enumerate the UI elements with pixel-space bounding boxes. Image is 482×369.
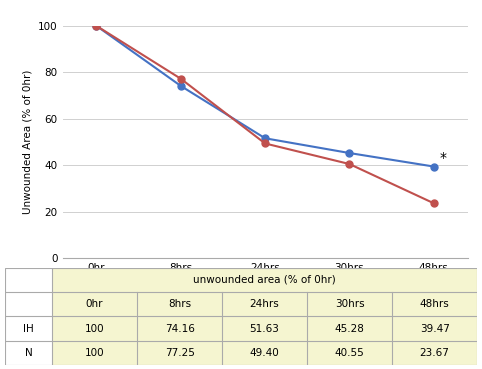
Text: 30hrs: 30hrs <box>335 299 364 309</box>
IH <box>262 136 268 141</box>
Text: 40.55: 40.55 <box>335 348 364 358</box>
Y-axis label: Unwounded Area (% of 0hr): Unwounded Area (% of 0hr) <box>23 70 33 214</box>
Bar <box>5 268 52 365</box>
Text: *: * <box>440 151 447 165</box>
N <box>94 24 99 28</box>
Text: 45.28: 45.28 <box>335 324 364 334</box>
Text: IH: IH <box>23 324 34 334</box>
Text: 51.63: 51.63 <box>250 324 280 334</box>
Line: IH: IH <box>93 23 437 170</box>
IH <box>178 84 184 88</box>
IH <box>347 151 352 155</box>
Text: 24hrs: 24hrs <box>250 299 280 309</box>
Text: 74.16: 74.16 <box>165 324 195 334</box>
Text: 48hrs: 48hrs <box>420 299 450 309</box>
Text: 100: 100 <box>85 324 105 334</box>
Text: unwounded area (% of 0hr): unwounded area (% of 0hr) <box>193 275 336 285</box>
N <box>178 76 184 81</box>
Text: 39.47: 39.47 <box>420 324 450 334</box>
N <box>262 141 268 146</box>
Text: 100: 100 <box>85 348 105 358</box>
Text: 77.25: 77.25 <box>165 348 195 358</box>
Line: N: N <box>93 23 437 207</box>
N <box>431 201 437 206</box>
N <box>347 162 352 166</box>
Text: 0hr: 0hr <box>86 299 103 309</box>
Text: 23.67: 23.67 <box>420 348 450 358</box>
IH <box>94 24 99 28</box>
Text: 49.40: 49.40 <box>250 348 280 358</box>
Text: 8hrs: 8hrs <box>168 299 191 309</box>
Text: N: N <box>25 348 32 358</box>
Legend: IH, N: IH, N <box>219 299 311 318</box>
IH <box>431 164 437 169</box>
